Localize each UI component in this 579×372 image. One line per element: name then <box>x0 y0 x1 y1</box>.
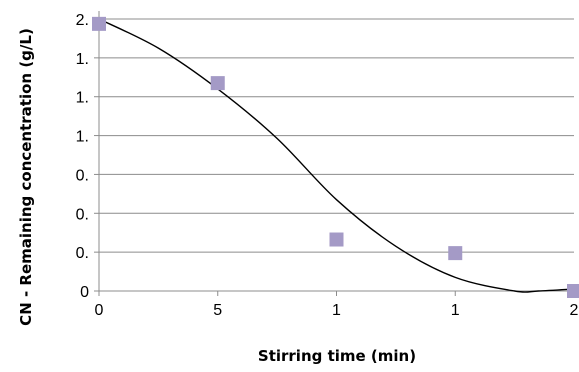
x-tick-label: 1 <box>332 302 341 319</box>
data-point <box>567 284 579 298</box>
y-tick-label: 2. <box>76 12 89 29</box>
data-points <box>92 16 579 298</box>
x-axis-title: Stirring time (min) <box>258 347 416 365</box>
x-tick-label: 1 <box>451 302 460 319</box>
x-tick-label: 2 <box>570 302 579 319</box>
trendline <box>98 18 575 293</box>
y-tick-label: 1. <box>76 51 89 68</box>
data-point <box>210 76 225 91</box>
y-tick-label: 0. <box>76 206 89 223</box>
x-tick-label: 0 <box>95 302 104 319</box>
gridlines <box>99 18 574 253</box>
y-tick-labels: 0 0. 0. 0. 1. 1. 1. 2. <box>76 12 89 301</box>
axes <box>94 11 575 296</box>
y-tick-label: 0 <box>80 284 89 301</box>
trendline-layer <box>98 18 575 293</box>
y-axis-title: CN - Remaining concentration (g/L) <box>17 28 35 326</box>
data-point <box>329 232 344 247</box>
y-tick-label: 1. <box>76 90 89 107</box>
data-point <box>92 16 106 31</box>
y-tick-label: 0. <box>76 167 89 184</box>
y-tick-label: 1. <box>76 129 89 146</box>
y-tick-label: 0. <box>76 245 89 262</box>
data-point <box>448 246 463 261</box>
x-tick-label: 5 <box>213 302 222 319</box>
x-tick-labels: 0 5 1 1 2 <box>95 302 579 319</box>
